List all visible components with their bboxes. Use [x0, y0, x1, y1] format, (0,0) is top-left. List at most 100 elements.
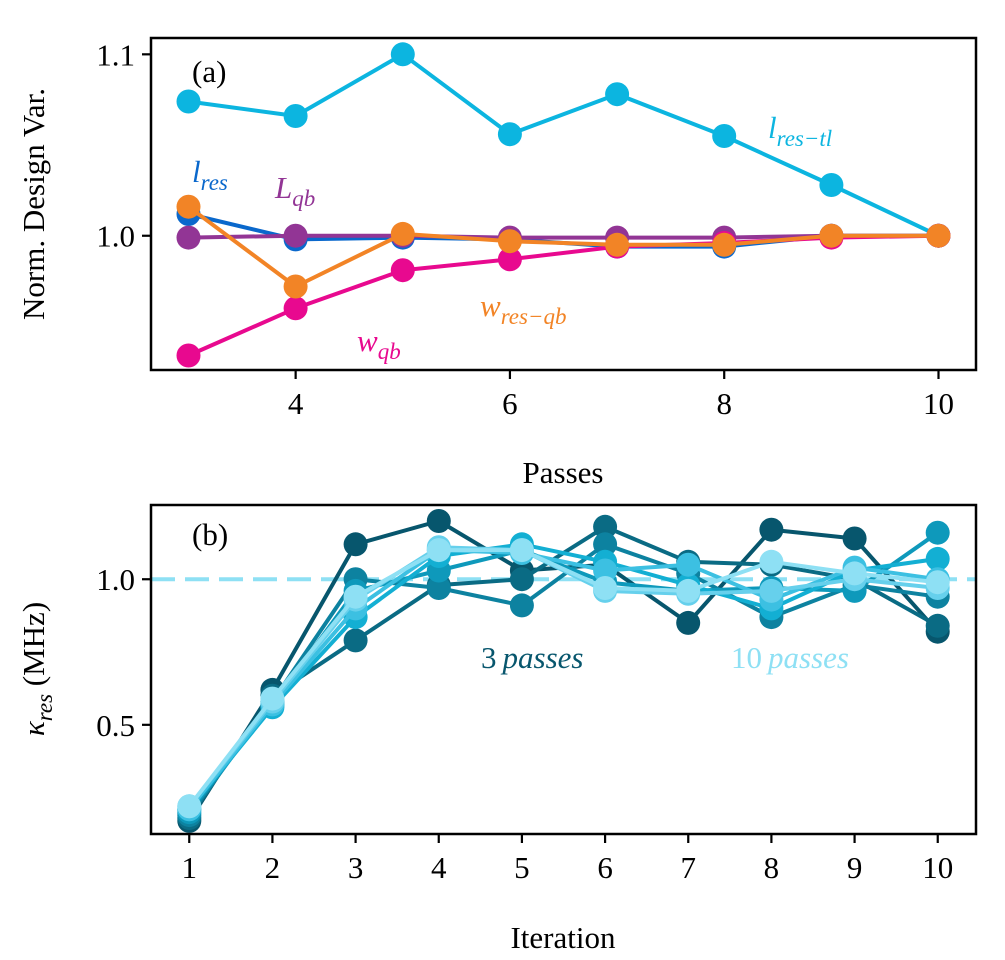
- series-label-l-res: lres: [192, 154, 228, 195]
- data-point: [176, 194, 201, 219]
- panel-a-xtick-label: 10: [923, 386, 954, 421]
- panel-a-chart: 4 6 8 10 1.0 1.1 (a) Passes Norm. Design Var.…: [16, 36, 978, 490]
- panel-b-xtick-label: 3: [348, 850, 364, 885]
- data-point: [497, 122, 522, 147]
- panel-b-xtick-label: 1: [182, 850, 198, 885]
- data-point: [819, 223, 844, 248]
- series-label-l-res-tl-main: l: [768, 110, 777, 145]
- panel-b-ylabel-sub: res: [32, 694, 57, 721]
- data-point: [605, 82, 630, 107]
- series-line: [187, 205, 939, 289]
- series-label-w-qb: wqb: [357, 323, 401, 364]
- panel-b-xtick-label: 8: [764, 850, 780, 885]
- data-point: [925, 546, 950, 571]
- data-point: [759, 578, 784, 603]
- data-point: [509, 593, 534, 618]
- panel-b-ytick-label: 0.5: [96, 708, 135, 743]
- annotation-10-passes-word: passes: [766, 640, 849, 675]
- series-line: [187, 542, 938, 817]
- panel-a-xtick-label: 6: [502, 386, 518, 421]
- panel-a-label: (a): [192, 54, 226, 89]
- data-point: [605, 232, 630, 257]
- data-point: [925, 613, 950, 638]
- data-point: [925, 570, 950, 595]
- panel-b-ylabel: κres (MHz): [16, 602, 57, 736]
- series-label-w-res-qb: wres−qb: [480, 288, 566, 329]
- panel-b-label: (b): [192, 517, 228, 552]
- panel-b-xtick-label: 6: [597, 850, 613, 885]
- panel-a-xlabel: Passes: [523, 455, 604, 490]
- panel-b-ytick-label: 1.0: [96, 562, 135, 597]
- panel-b-xlabel: Iteration: [510, 920, 616, 955]
- panel-b-plot-frame: [149, 503, 978, 836]
- data-point: [509, 538, 534, 563]
- annotation-3-passes-word: passes: [501, 640, 584, 675]
- series-line: [187, 542, 938, 811]
- annotation-10-passes-number: 10: [731, 640, 762, 675]
- series-label-w-qb-sub: qb: [378, 339, 401, 364]
- data-point: [343, 584, 368, 609]
- data-point: [426, 576, 451, 600]
- panel-b-xtick-label: 4: [431, 850, 447, 885]
- panel-a-ytick-label: 1.0: [96, 219, 135, 254]
- data-point: [497, 229, 522, 254]
- panel-b-xtick-label: 10: [922, 850, 953, 885]
- data-point: [593, 532, 618, 557]
- series-label-w-res-qb-main: w: [480, 288, 501, 323]
- data-point: [926, 223, 951, 248]
- series-label-L-qb-main: L: [274, 170, 292, 205]
- panel-a-ytick-label: 1.1: [96, 37, 135, 72]
- data-point: [593, 514, 618, 539]
- series-w-res-qb: [176, 194, 951, 299]
- data-point: [343, 628, 368, 653]
- series-l-res-tl: [176, 42, 951, 248]
- data-point: [842, 526, 867, 551]
- data-point: [426, 509, 451, 533]
- annotation-10-passes: 10 passes: [731, 640, 849, 675]
- series-label-l-res-tl-sub: res−tl: [777, 126, 833, 151]
- data-point: [712, 232, 737, 257]
- series-label-l-res-tl: lres−tl: [768, 110, 832, 151]
- data-point: [842, 561, 867, 586]
- data-point: [676, 552, 701, 577]
- series-line: [187, 548, 938, 808]
- series-label-w-qb-main: w: [357, 323, 378, 358]
- series-line: [188, 52, 940, 238]
- annotation-3-passes-number: 3: [481, 640, 497, 675]
- panel-b-ylabel-main: κ: [16, 720, 51, 736]
- data-point: [819, 173, 844, 197]
- data-point: [759, 549, 784, 574]
- series-label-l-res-main: l: [192, 154, 201, 189]
- data-point: [676, 610, 701, 635]
- data-point: [176, 225, 201, 250]
- data-point: [176, 89, 201, 114]
- data-point: [509, 567, 534, 592]
- data-point: [426, 538, 451, 563]
- panel-b-xtick-label: 5: [514, 850, 530, 885]
- data-point: [283, 104, 308, 128]
- data-point: [176, 343, 201, 368]
- panel-a-xtick-label: 4: [288, 386, 304, 421]
- data-point: [497, 247, 522, 272]
- panel-b-xtick-label: 9: [847, 850, 863, 885]
- panel-b-ylabel-unit: (MHz): [16, 602, 51, 694]
- series-label-L-qb-sub: qb: [292, 186, 315, 211]
- panel-a-ylabel: Norm. Design Var.: [16, 88, 51, 320]
- data-point: [676, 578, 701, 603]
- series-label-l-res-sub: res: [201, 170, 228, 195]
- data-point: [925, 520, 950, 545]
- data-point: [343, 532, 368, 557]
- series-10-passes: [177, 538, 950, 819]
- data-point: [390, 221, 415, 246]
- data-point: [390, 258, 415, 283]
- panel-b-chart: 1 2 3 4 5 6 7 8 9 10 0.5 1.0 (b) Iteration κres (MH…: [16, 503, 978, 955]
- data-point: [593, 576, 618, 600]
- data-point: [759, 517, 784, 542]
- panel-a-xtick-label: 8: [716, 386, 732, 421]
- panel-a-plot-frame: [149, 36, 978, 372]
- annotation-3-passes: 3 passes: [481, 640, 583, 675]
- data-point: [283, 223, 308, 248]
- panel-b-xtick-label: 7: [680, 850, 696, 885]
- series-label-L-qb: Lqb: [274, 170, 315, 211]
